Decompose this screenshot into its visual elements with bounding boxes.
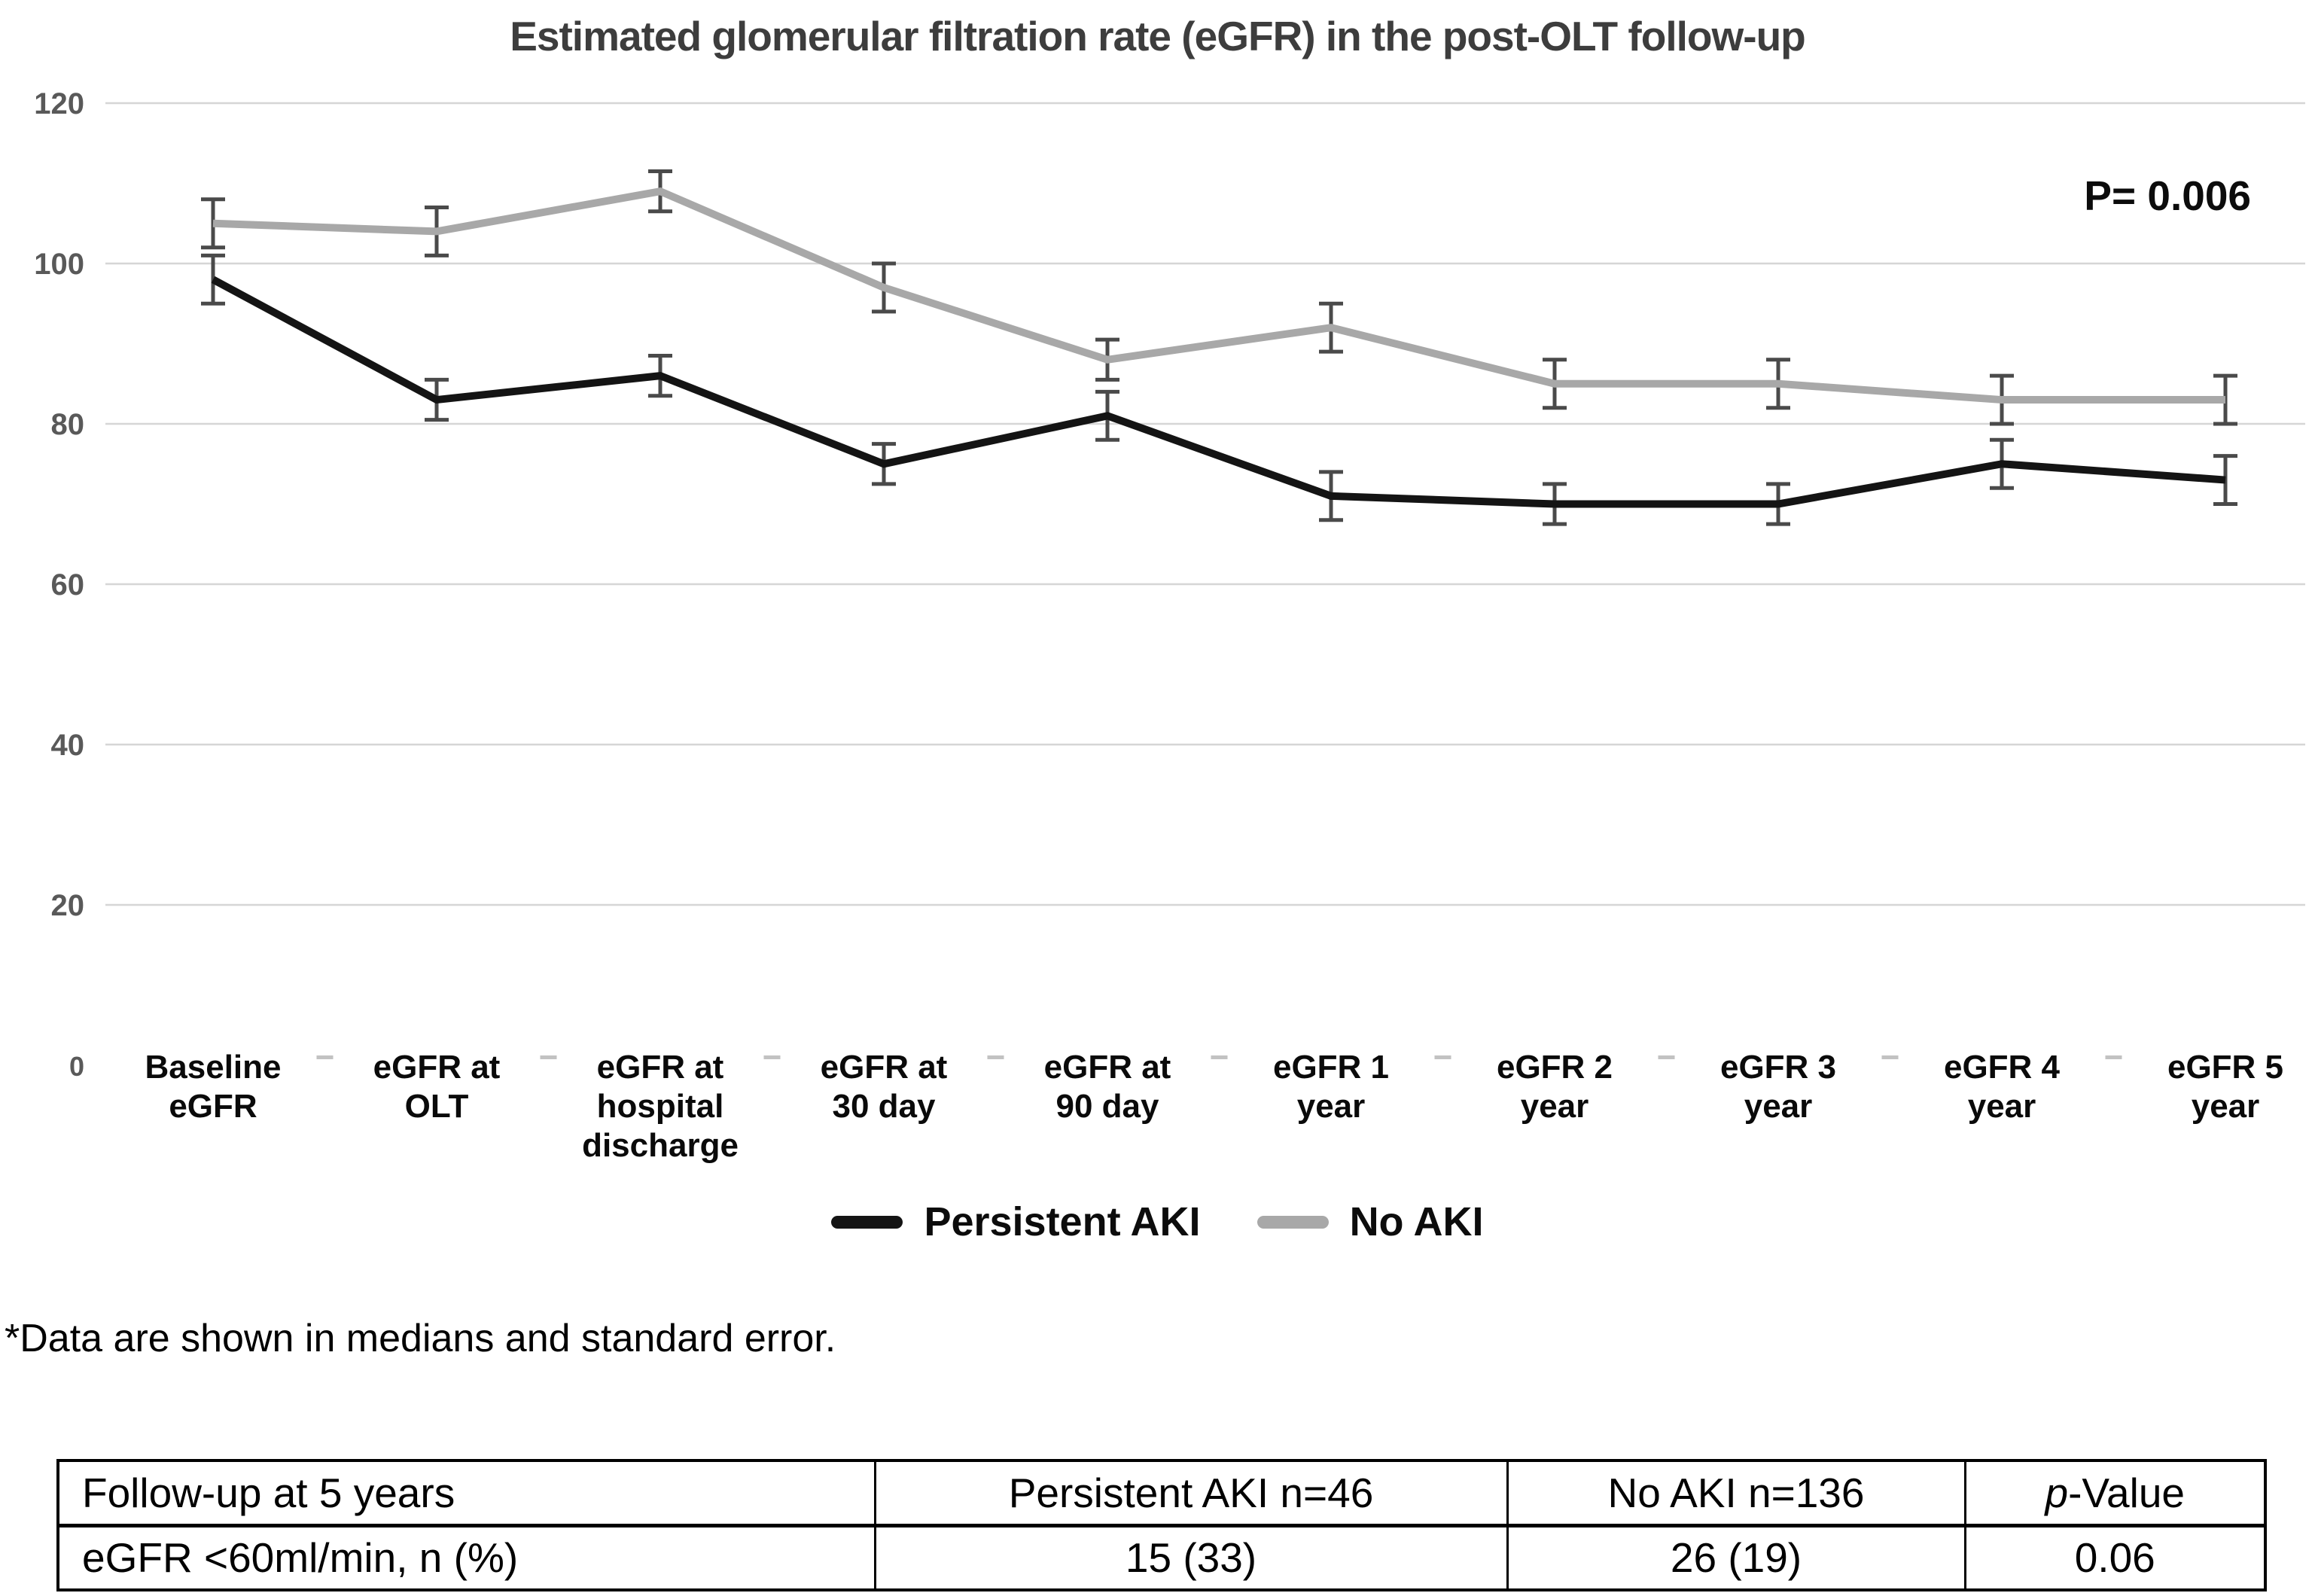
cell-persistent-aki-value: 15 (33) [873,1524,1509,1591]
table-header-followup: Follow-up at 5 years [56,1459,876,1527]
x-category-label: year [1521,1088,1589,1125]
table-header-no-aki: No AKI n=136 [1506,1459,1966,1527]
legend-swatch-persistent-aki [831,1215,903,1229]
y-tick-label: 40 [51,729,85,762]
table-header-persistent-aki: Persistent AKI n=46 [873,1459,1509,1527]
legend-swatch-no-aki [1256,1215,1329,1229]
chart-title: Estimated glomerular filtration rate (eG… [510,13,1806,59]
x-minor-tick [2105,1055,2122,1059]
x-category-label: Baseline [145,1049,282,1086]
summary-table: Follow-up at 5 years Persistent AKI n=46… [56,1459,2267,1591]
x-minor-tick [763,1055,781,1059]
x-minor-tick [1434,1055,1451,1059]
y-tick-label: 120 [34,87,84,120]
cell-egfr-under-60-label: eGFR <60ml/min, n (%) [56,1524,876,1591]
y-tick-label: 20 [51,889,85,922]
x-category-label: eGFR 4 [1944,1049,2061,1086]
x-category-label: eGFR 2 [1497,1049,1613,1086]
cell-no-aki-value: 26 (19) [1506,1524,1966,1591]
x-minor-tick [1211,1055,1228,1059]
y-tick-label: 0 [69,1051,84,1082]
x-category-label: OLT [405,1088,469,1125]
x-category-label: eGFR 3 [1720,1049,1836,1086]
legend-label-persistent-aki: Persistent AKI [924,1199,1201,1244]
x-category-label: 90 day [1056,1088,1160,1125]
x-category-label: eGFR at [373,1049,501,1086]
x-category-label: hospital [597,1088,724,1125]
legend-item-no-aki: No AKI [1256,1199,1484,1245]
x-minor-tick [316,1055,334,1059]
p-value-rest: -Value [2068,1469,2185,1516]
y-tick-label: 80 [51,408,85,441]
series-line-no-aki [212,187,2225,404]
p-value-italic-p: p [2045,1469,2069,1516]
table-header-p-value: p-Value [1963,1459,2267,1527]
x-minor-tick [1658,1055,1675,1059]
p-value-annotation: P= 0.006 [2084,172,2251,219]
x-category-label: eGFR at [821,1049,948,1086]
x-category-label: eGFR at [1044,1049,1171,1086]
legend-label-no-aki: No AKI [1349,1199,1484,1244]
x-minor-tick [1881,1055,1899,1059]
x-category-label: year [1968,1088,2036,1125]
x-category-label: eGFR at [597,1049,724,1086]
x-category-label: discharge [582,1127,739,1164]
y-tick-label: 100 [34,248,84,281]
cell-p-value: 0.06 [1963,1524,2267,1591]
legend-item-persistent-aki: Persistent AKI [831,1199,1201,1245]
y-tick-label: 60 [51,568,85,602]
table-data-row: eGFR <60ml/min, n (%) 15 (33) 26 (19) 0.… [56,1524,2267,1591]
chart-legend: Persistent AKI No AKI [0,1199,2315,1245]
x-category-label: 30 day [833,1088,937,1125]
x-category-label: year [1744,1088,1813,1125]
table-header-row: Follow-up at 5 years Persistent AKI n=46… [56,1459,2267,1527]
x-minor-tick [987,1055,1004,1059]
x-category-label: eGFR 5 [2167,1049,2283,1086]
footnote: *Data are shown in medians and standard … [5,1317,836,1360]
series-line-persistent-aki [211,276,2226,508]
x-minor-tick [540,1055,557,1059]
x-category-label: eGFR 1 [1273,1049,1389,1086]
x-category-label: year [2192,1088,2260,1125]
x-category-label: eGFR [169,1088,257,1125]
x-category-label: year [1297,1088,1366,1125]
